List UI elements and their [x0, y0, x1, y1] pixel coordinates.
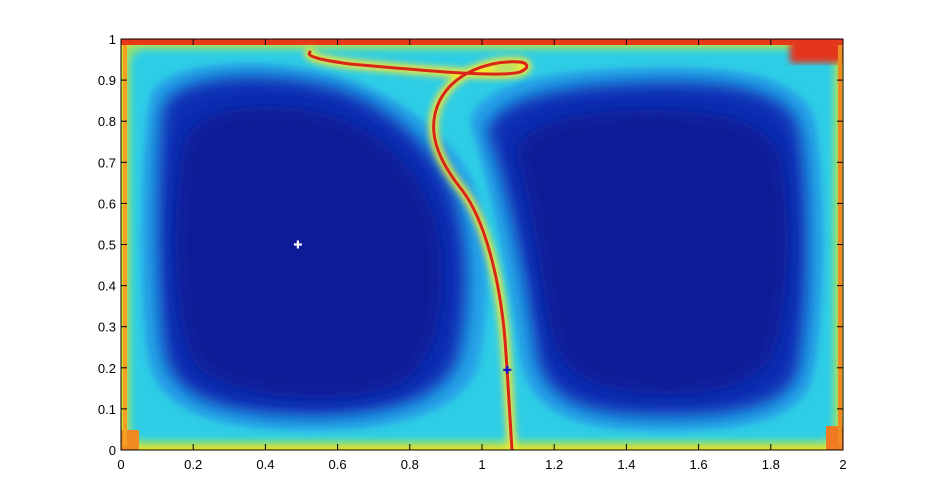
y-tick-label: 0.1 [98, 402, 116, 417]
y-tick-label: 0 [109, 443, 116, 458]
separatrix-line [307, 50, 529, 450]
y-tick-label: 0.8 [98, 114, 116, 129]
x-tick-label: 2 [839, 457, 846, 472]
top-right-corner-hot [790, 39, 843, 63]
y-tick-label: 0.5 [98, 238, 116, 253]
axis-ticks [120, 38, 844, 451]
y-tick-label: 0.2 [98, 361, 116, 376]
x-tick-label: 0.4 [256, 457, 274, 472]
x-tick-label: 1.8 [762, 457, 780, 472]
x-tick-label: 1.6 [690, 457, 708, 472]
x-tick-label: 1.4 [617, 457, 635, 472]
x-tick-label: 1.2 [545, 457, 563, 472]
y-tick-label: 1 [109, 32, 116, 47]
y-tick-label: 0.6 [98, 196, 116, 211]
x-tick-label: 1 [478, 457, 485, 472]
y-tick-label: 0.7 [98, 155, 116, 170]
x-tick-label: 0.6 [329, 457, 347, 472]
plot-area [121, 39, 843, 450]
left-vortex-inner [175, 106, 442, 399]
x-tick-label: 0.2 [184, 457, 202, 472]
y-tick-label: 0.4 [98, 279, 116, 294]
x-tick-label: 0.8 [401, 457, 419, 472]
plus-marker [503, 365, 512, 374]
y-tick-label: 0.3 [98, 320, 116, 335]
x-tick-label: 0 [117, 457, 124, 472]
plus-marker [293, 240, 302, 249]
right-vortex-inner [515, 110, 788, 395]
x-axis-tick-labels: 0 0.2 0.4 0.6 0.8 1 1.2 1.4 1.6 1.8 2 [117, 457, 846, 472]
y-axis-tick-labels: 0 0.1 0.2 0.3 0.4 0.5 0.6 0.7 0.8 0.9 1 [98, 32, 116, 458]
markers [293, 240, 512, 374]
y-tick-label: 0.9 [98, 73, 116, 88]
